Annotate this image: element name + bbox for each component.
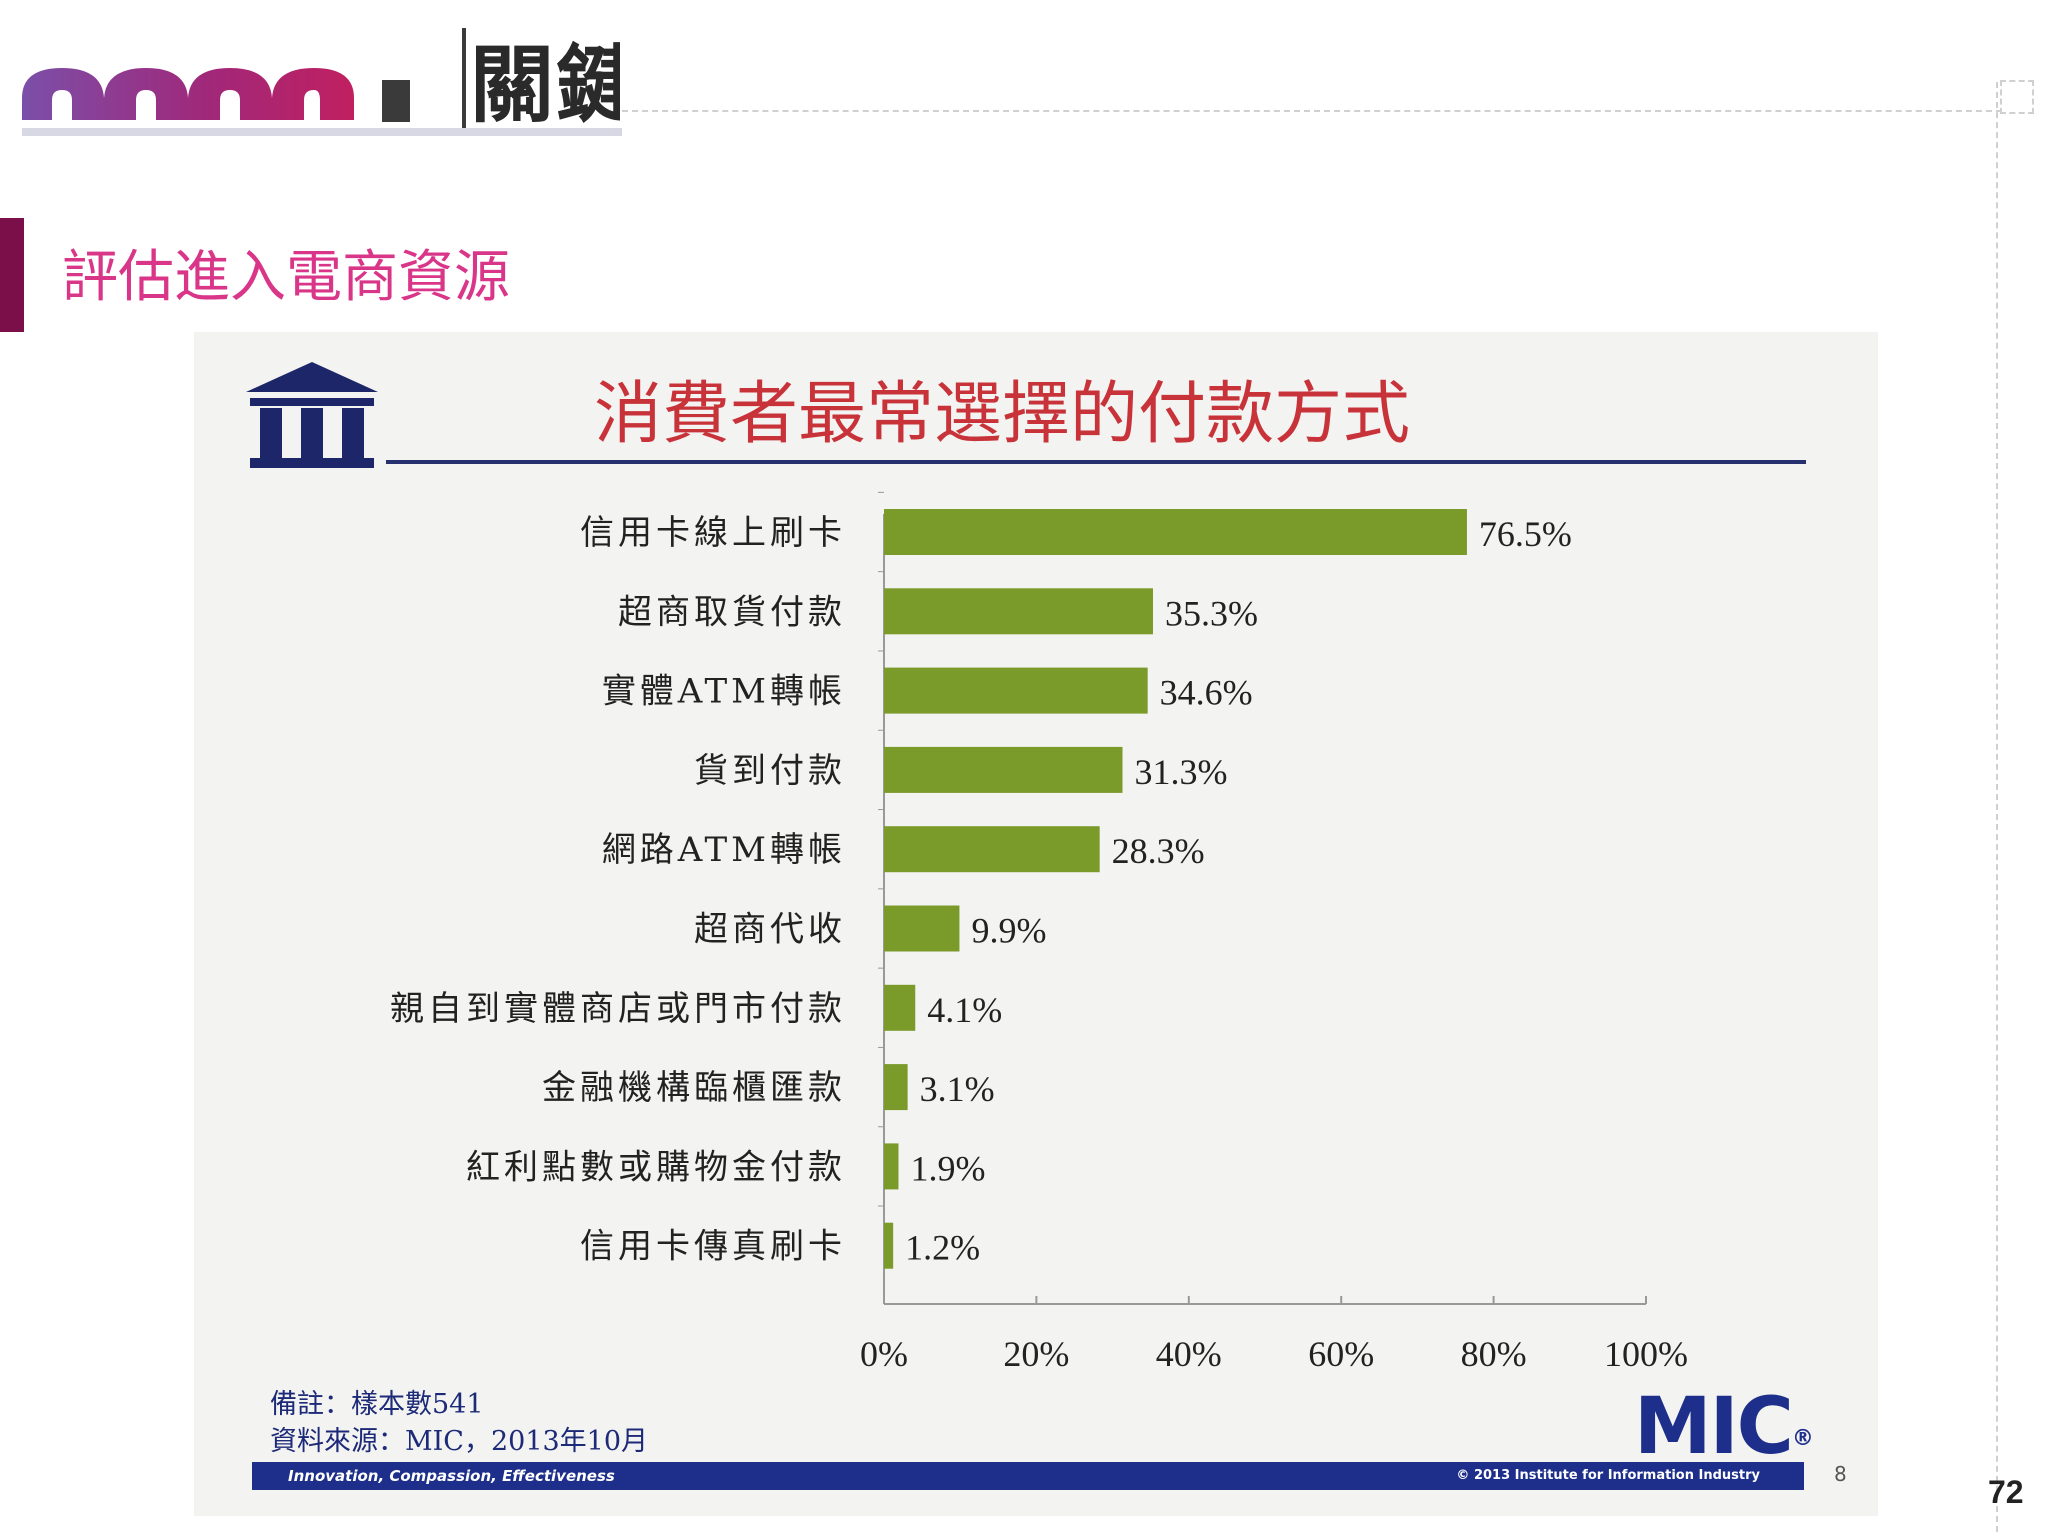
bar	[884, 588, 1153, 635]
x-tick-label: 40%	[1156, 1334, 1222, 1372]
value-label: 1.9%	[910, 1148, 985, 1188]
category-label: 紅利點數或購物金付款	[466, 1147, 846, 1187]
value-label: 31.3%	[1135, 752, 1228, 792]
category-label: 信用卡線上刷卡	[580, 513, 846, 553]
category-label: 超商代收	[694, 910, 846, 950]
header-divider	[622, 110, 2002, 112]
category-label: 超商取貨付款	[618, 592, 846, 632]
x-tick-label: 60%	[1308, 1334, 1374, 1372]
value-label: 9.9%	[971, 911, 1046, 951]
page-number: 72	[1988, 1474, 2024, 1510]
value-label: 76.5%	[1479, 514, 1572, 554]
value-label: 1.2%	[905, 1228, 980, 1268]
source-note: 資料來源：MIC，2013年10月	[270, 1426, 649, 1457]
footer-copyright: © 2013 Institute for Information Industr…	[1456, 1468, 1760, 1483]
footer-tagline: Innovation, Compassion, Effectiveness	[288, 1467, 615, 1485]
bar	[884, 1064, 908, 1111]
company-logo	[22, 28, 622, 136]
title-rule	[386, 460, 1806, 464]
value-label: 3.1%	[920, 1069, 995, 1109]
section-title: 評估進入電商資源	[62, 245, 510, 310]
category-label: 實體ATM轉帳	[602, 672, 846, 712]
section-accent-bar	[0, 218, 24, 332]
mic-logo: MIC®	[1634, 1382, 1814, 1472]
corner-marker	[2000, 80, 2034, 114]
sample-note: 備註：樣本數541	[270, 1389, 484, 1420]
bar	[884, 746, 1123, 793]
bar	[884, 1222, 894, 1269]
logo-heading: 關鍵	[470, 36, 620, 134]
category-label: 貨到付款	[694, 751, 846, 791]
category-label: 信用卡傳真刷卡	[580, 1227, 846, 1267]
x-tick-label: 100%	[1604, 1334, 1688, 1372]
value-label: 28.3%	[1112, 831, 1205, 871]
category-label: 金融機構臨櫃匯款	[542, 1068, 846, 1108]
footer-bar: Innovation, Compassion, Effectiveness © …	[252, 1462, 1804, 1490]
x-tick-label: 80%	[1461, 1334, 1527, 1372]
category-label: 網路ATM轉帳	[602, 830, 846, 870]
category-label: 親自到實體商店或門市付款	[390, 989, 846, 1029]
bar	[884, 1143, 899, 1190]
value-label: 35.3%	[1165, 593, 1258, 633]
x-tick-label: 20%	[1003, 1334, 1069, 1372]
value-label: 4.1%	[927, 990, 1002, 1030]
right-border	[1996, 82, 1998, 1532]
x-tick-label: 0%	[860, 1334, 908, 1372]
institute-building-icon	[246, 362, 378, 468]
slide-image: 消費者最常選擇的付款方式 0% 20% 40% 60% 80% 100% 信用卡線上刷卡 76…	[194, 332, 1878, 1516]
slide-number: 8	[1834, 1462, 1847, 1486]
chart-title: 消費者最常選擇的付款方式	[594, 375, 1411, 454]
bar	[884, 509, 1467, 555]
bar	[884, 826, 1100, 873]
bar	[884, 667, 1148, 714]
bar-chart: 0% 20% 40% 60% 80% 100% 信用卡線上刷卡 76.5% 超商取貨付款 35.3…	[390, 491, 1688, 1372]
value-label: 34.6%	[1160, 673, 1253, 713]
bar	[884, 905, 960, 952]
bar	[884, 984, 916, 1031]
